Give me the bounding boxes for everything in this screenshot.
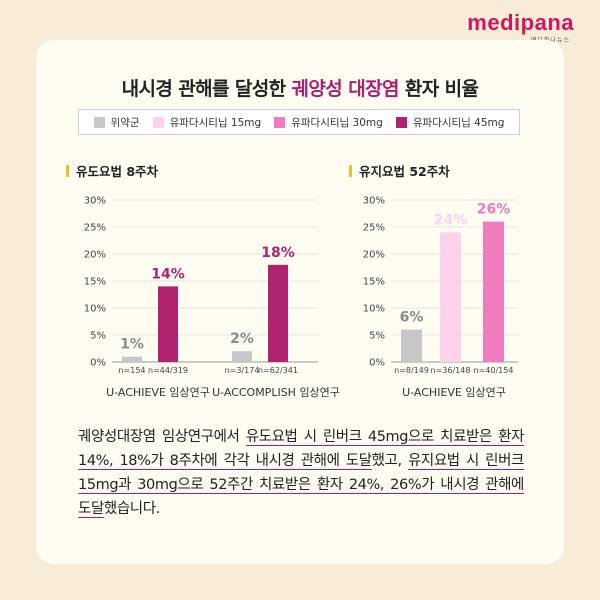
bar	[401, 329, 422, 362]
description-segment: 했고,	[371, 453, 408, 469]
y-tick-label: 20%	[84, 250, 106, 261]
title-suffix: 환자 비율	[398, 78, 479, 100]
legend-item-15mg: 유파다시티닙 15mg	[152, 115, 262, 130]
sample-size-label: n=3/174	[225, 366, 260, 375]
y-tick-label: 5%	[369, 331, 385, 342]
chart-legend: 위약군 유파다시티닙 15mg 유파다시티닙 30mg 유파다시티닙 45mg	[78, 109, 520, 135]
title-marker	[66, 164, 69, 177]
legend-label: 유파다시티닙 15mg	[169, 116, 262, 129]
page-title: 내시경 관해를 달성한 궤양성 대장염 환자 비율	[36, 74, 564, 101]
y-tick-label: 10%	[363, 304, 385, 315]
bar-value-label: 24%	[434, 212, 468, 228]
legend-item-45mg: 유파다시티닙 45mg	[395, 115, 505, 130]
y-tick-label: 25%	[84, 223, 106, 234]
infographic-card: 내시경 관해를 달성한 궤양성 대장염 환자 비율 위약군 유파다시티닙 15m…	[36, 40, 564, 564]
x-group-label: U-ACCOMPLISH 임상연구	[212, 386, 340, 399]
bar	[440, 232, 461, 362]
legend-swatch	[274, 116, 286, 128]
sample-size-label: n=8/149	[394, 366, 429, 375]
chart-title-maintenance: 유지요법 52주차	[349, 161, 450, 180]
brand-name: medipana	[467, 10, 574, 35]
legend-label: 위약군	[110, 116, 140, 129]
title-prefix: 내시경 관해를 달성한	[121, 78, 292, 100]
bar-charts: 0% 5% 10% 15% 20% 25% 30% 1% n=154 14% n=44/319 U-A…	[84, 196, 518, 399]
bar	[232, 351, 252, 362]
bar-value-label: 6%	[400, 310, 424, 326]
chart-title-induction: 유도요법 8주차	[66, 161, 158, 180]
legend-label: 유파다시티닙 30mg	[291, 116, 383, 129]
bar-value-label: 2%	[230, 331, 254, 347]
bar	[268, 264, 288, 362]
description-segment: 했습니다.	[103, 501, 160, 517]
sample-size-label: n=44/319	[148, 366, 188, 375]
bar	[483, 221, 504, 362]
sample-size-label: n=62/341	[258, 366, 298, 375]
legend-item-placebo: 위약군	[93, 115, 140, 130]
description-highlight: 유도요법 시 린버크 45mg으로 치료받은 환자 14%, 18%가 8주차에…	[78, 429, 525, 470]
bar-value-label: 14%	[151, 266, 185, 282]
y-tick-label: 0%	[90, 358, 106, 369]
y-tick-label: 30%	[363, 196, 385, 207]
title-highlight: 궤양성 대장염	[291, 78, 400, 100]
y-tick-label: 0%	[369, 358, 385, 369]
description-highlight: 유지요법 시 린버크 15mg과 30mg으로 52주간 치료받은 환자 24%…	[78, 453, 524, 518]
description-segment: 궤양성대장염 임상연구에서	[78, 429, 246, 445]
title-marker	[349, 164, 352, 177]
legend-swatch	[93, 116, 105, 128]
x-group-label: U-ACHIEVE 임상연구	[402, 386, 506, 399]
legend-label: 유파다시티닙 45mg	[412, 116, 505, 129]
chart-title-text: 유도요법 8주차	[76, 164, 159, 179]
legend-item-30mg: 유파다시티닙 30mg	[274, 115, 383, 130]
sample-size-label: n=154	[118, 366, 145, 375]
bar	[122, 356, 142, 362]
bar-value-label: 1%	[120, 337, 144, 353]
y-tick-label: 20%	[363, 250, 385, 261]
chart-title-text: 유지요법 52주차	[359, 164, 450, 179]
bar-value-label: 26%	[477, 202, 511, 218]
y-tick-label: 15%	[363, 277, 385, 288]
y-tick-label: 5%	[90, 331, 106, 342]
y-tick-label: 15%	[84, 277, 106, 288]
legend-swatch	[395, 116, 407, 128]
x-group-label: U-ACHIEVE 임상연구	[106, 386, 210, 399]
legend-swatch	[152, 116, 164, 128]
description-text: 궤양성대장염 임상연구에서 유도요법 시 린버크 45mg으로 치료받은 환자 …	[78, 425, 524, 521]
bar-value-label: 18%	[261, 245, 295, 261]
sample-size-label: n=40/154	[474, 366, 514, 375]
y-tick-label: 10%	[84, 304, 106, 315]
sample-size-label: n=36/148	[431, 366, 471, 375]
y-tick-label: 30%	[84, 196, 106, 207]
bar	[158, 286, 178, 362]
y-tick-label: 25%	[363, 223, 385, 234]
